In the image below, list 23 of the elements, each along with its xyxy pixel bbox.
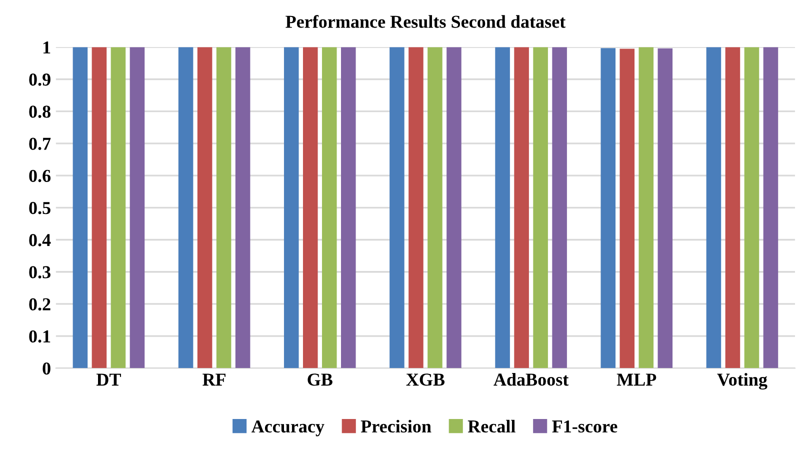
y-tick-label: 0.4 [29,234,51,246]
y-tick-label: 0.8 [29,106,50,118]
legend-label: F1-score [552,420,618,433]
x-tick-label: MLP [616,374,656,386]
chart-title: Performance Results Second dataset [286,14,566,28]
y-tick-label: 0.9 [29,74,50,86]
x-tick-label: XGB [406,374,445,386]
y-tick-label: 0.2 [29,298,50,310]
legend-label: Accuracy [251,420,324,436]
legend-label: Recall [468,420,516,433]
x-tick-label: DT [96,374,121,386]
y-tick-label: 0.7 [29,138,51,150]
y-tick-label: 0.6 [29,170,51,182]
legend-label: Precision [360,420,432,433]
y-tick-label: 0.3 [29,266,50,278]
x-tick-label: Voting [717,373,768,390]
y-tick-label: 0 [42,362,50,375]
y-tick-label: 0.5 [29,202,50,214]
x-tick-label: AdaBoost [494,373,569,386]
x-tick-label: RF [202,374,226,386]
y-tick-label: 0.1 [29,330,50,343]
y-tick-label: 1 [43,41,50,54]
x-tick-label: GB [308,374,332,386]
